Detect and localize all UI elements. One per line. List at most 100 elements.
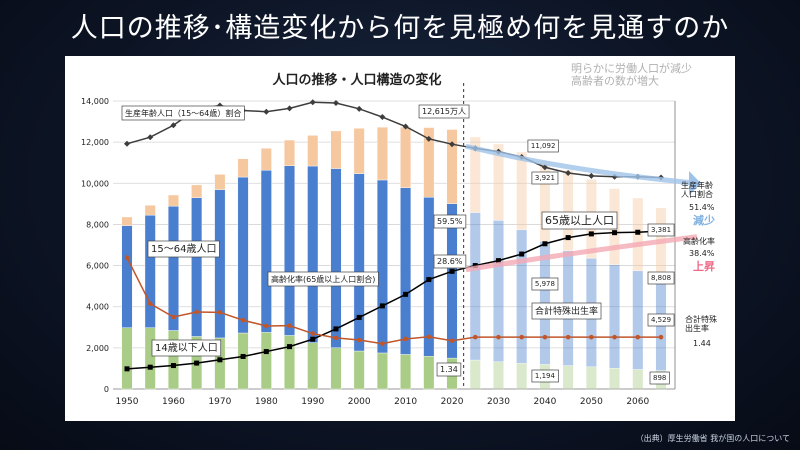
bar-segment xyxy=(260,332,272,390)
child-2065: 898 xyxy=(653,374,666,382)
bar-segment xyxy=(493,361,504,390)
point-circle xyxy=(565,334,571,340)
point-circle xyxy=(589,334,594,340)
y-tick-label: 2,000 xyxy=(86,344,109,353)
bar-segment xyxy=(237,332,249,390)
total-2040-box xyxy=(527,139,559,153)
point-circle xyxy=(472,334,478,340)
working-2040: 5,978 xyxy=(535,280,555,288)
bar-segment xyxy=(307,135,319,167)
point-circle xyxy=(658,334,664,340)
label-working-ratio-box xyxy=(121,105,245,121)
label-aging-rate-box xyxy=(267,271,379,287)
elderly-2040: 3,921 xyxy=(535,174,555,182)
point-square xyxy=(403,291,409,297)
aging-2020-box xyxy=(433,254,467,269)
bar-segment xyxy=(516,363,528,390)
point-circle xyxy=(449,338,455,344)
y-tick-label: 8,000 xyxy=(86,220,109,229)
point-circle xyxy=(612,334,617,340)
x-tick-label: 2010 xyxy=(394,397,417,407)
right-aging-title: 高齢化率 xyxy=(683,236,715,246)
bar-segment xyxy=(284,335,295,390)
total-2020-box xyxy=(418,104,470,119)
point-square xyxy=(194,360,200,366)
point-circle xyxy=(542,334,548,340)
bar-segment xyxy=(307,342,319,390)
chart-subtitle: 明らかに労働人口が減少高齢者の数が増大 xyxy=(571,61,692,88)
y-tick-label: 14,000 xyxy=(81,97,109,106)
right-aging-value: 38.4% xyxy=(689,249,715,258)
point-diamond xyxy=(356,105,363,112)
label-tfr: 合計特殊出生率 xyxy=(535,305,598,317)
series-line xyxy=(126,257,661,345)
point-circle xyxy=(240,317,246,323)
bar-segment xyxy=(260,170,272,333)
bar-segment xyxy=(353,173,365,352)
point-square xyxy=(612,230,618,236)
child-2065-box xyxy=(649,371,670,385)
bar-segment xyxy=(400,126,412,188)
bar-segment xyxy=(330,130,342,169)
x-tick-label: 2020 xyxy=(441,397,464,407)
bar-segment xyxy=(469,212,481,361)
point-circle xyxy=(403,336,408,342)
bar-segment xyxy=(632,369,644,390)
point-diamond xyxy=(309,99,316,106)
bar-segment xyxy=(376,352,388,390)
point-circle xyxy=(635,334,641,340)
point-diamond xyxy=(565,170,572,176)
point-circle xyxy=(217,310,223,315)
point-diamond xyxy=(332,100,339,107)
bar-segment xyxy=(423,127,435,198)
point-circle xyxy=(310,331,316,336)
total-2065: 8,808 xyxy=(651,274,671,282)
point-circle xyxy=(171,314,176,320)
label-working-population-box xyxy=(147,240,220,258)
point-square xyxy=(449,268,455,274)
y-tick-label: 12,000 xyxy=(81,138,109,147)
bar-segment xyxy=(585,366,597,390)
total-2040: 11,092 xyxy=(531,142,556,150)
bar-segment xyxy=(632,270,644,370)
elderly-2040-box xyxy=(531,171,559,185)
point-square xyxy=(356,314,362,320)
point-square xyxy=(333,326,339,332)
bar-segment xyxy=(423,197,435,357)
label-elderly-population-box xyxy=(541,211,618,230)
bar-segment xyxy=(121,225,133,328)
bar-segment xyxy=(493,220,504,363)
child-2040-box xyxy=(531,369,559,383)
label-child-population-box xyxy=(151,339,222,357)
bar-segment xyxy=(307,165,319,343)
point-circle xyxy=(380,341,385,346)
decrease-arrow xyxy=(465,143,698,186)
x-tick-label: 1990 xyxy=(301,397,324,407)
tfr-2020-box xyxy=(436,362,462,377)
bar-segment xyxy=(400,187,412,355)
y-tick-label: 4,000 xyxy=(86,303,109,312)
label-working-population: 15〜64歳人口 xyxy=(151,243,216,255)
elderly-2065: 3,381 xyxy=(651,226,671,234)
aging-2020: 28.6% xyxy=(437,257,463,266)
series-line xyxy=(126,230,662,370)
point-square xyxy=(495,258,501,264)
tfr-2020: 1.34 xyxy=(440,365,458,374)
bar-segment xyxy=(167,205,179,331)
child-2040: 1,194 xyxy=(535,372,556,380)
working-ratio-2020-box xyxy=(433,214,467,229)
elderly-2065-box xyxy=(647,223,675,237)
right-increase: 上昇 xyxy=(693,259,715,273)
point-diamond xyxy=(611,173,618,180)
point-circle xyxy=(356,337,362,343)
point-square xyxy=(217,357,223,363)
bar-segment xyxy=(376,126,388,181)
label-elderly-population: 65歳以上人口 xyxy=(545,214,614,227)
bar-segment xyxy=(609,264,621,369)
bar-segment xyxy=(284,139,295,166)
bar-segment xyxy=(423,355,435,390)
chart-title: 人口の推移・人口構造の変化 xyxy=(272,72,441,88)
right-working-title: 生産年齢人口割合 xyxy=(681,180,713,199)
bar-segment xyxy=(121,216,133,226)
label-tfr-box xyxy=(531,302,602,320)
